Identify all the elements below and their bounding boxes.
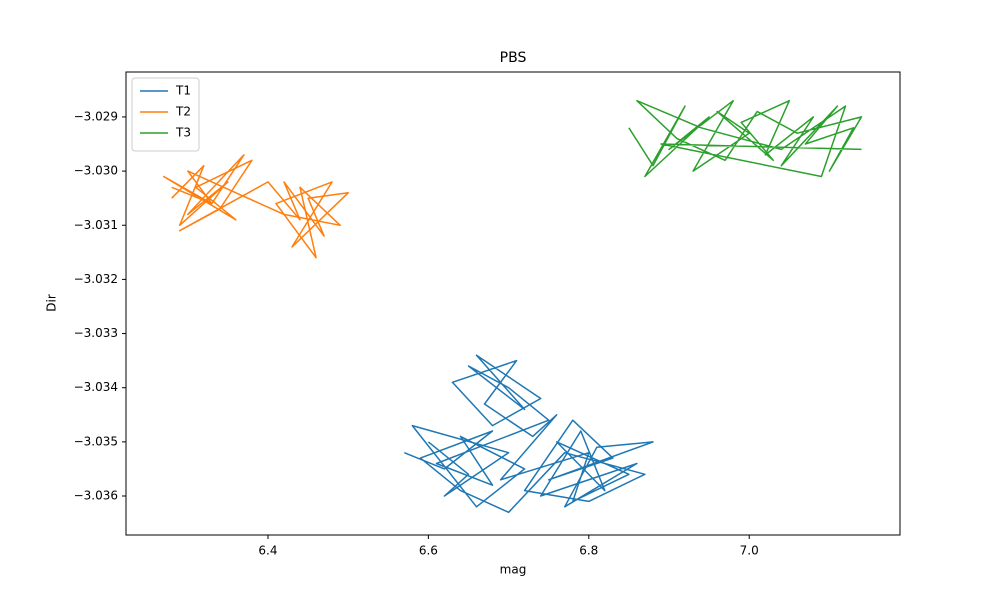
y-axis-label: Dir [45, 294, 59, 312]
plot-frame [125, 71, 901, 536]
x-tick-label: 6.4 [258, 544, 277, 558]
y-tick-label: −3.029 [74, 109, 118, 123]
x-tick-label: 6.8 [579, 544, 598, 558]
x-axis-label: mag [500, 563, 527, 577]
y-tick-label: −3.030 [74, 164, 118, 178]
series-line [628, 99, 863, 178]
legend-label: T1 [175, 84, 191, 98]
y-tick-label: −3.035 [74, 434, 118, 448]
y-tick-label: −3.036 [74, 489, 118, 503]
x-tick-label: 7.0 [740, 544, 759, 558]
legend-label: T3 [175, 126, 191, 140]
y-tick-label: −3.031 [74, 218, 118, 232]
y-tick-label: −3.034 [74, 380, 118, 394]
y-tick-label: −3.033 [74, 326, 118, 340]
legend-label: T2 [175, 105, 191, 119]
series-line [162, 154, 349, 259]
chart-title: PBS [500, 50, 527, 66]
y-tick-label: −3.032 [74, 272, 118, 286]
x-tick-label: 6.6 [419, 544, 438, 558]
series-line [404, 354, 654, 514]
